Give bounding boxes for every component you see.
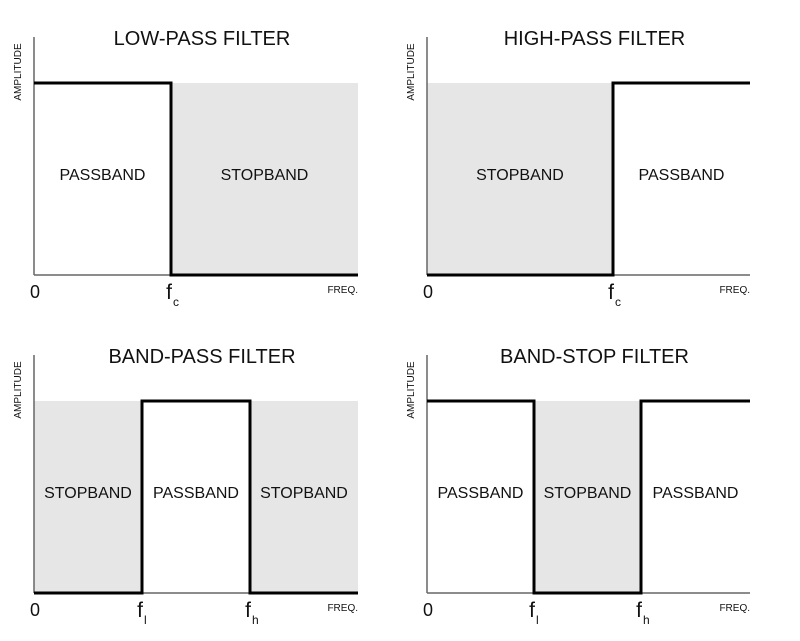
filter-panel: HIGH-PASS FILTER STOPBAND PASSBAND AMPLITUD…: [406, 28, 750, 309]
frequency-subscript: l: [144, 613, 147, 627]
passband-label: PASSBAND: [639, 167, 725, 184]
stopband-label: STOPBAND: [221, 167, 309, 184]
stopband-region: [171, 83, 358, 275]
frequency-symbol: f: [608, 281, 614, 304]
stopband-label: STOPBAND: [476, 167, 564, 184]
frequency-symbol: f: [245, 599, 251, 622]
origin-label: 0: [423, 600, 433, 620]
response-curve: [34, 399, 358, 595]
filter-panel: BAND-PASS FILTER STOPBAND PASSBAND STOPBAND…: [13, 346, 358, 627]
stopband-region: [427, 83, 613, 275]
x-axis-label: FREQ.: [327, 603, 358, 614]
frequency-symbol: f: [166, 281, 172, 304]
passband-label: PASSBAND: [60, 167, 146, 184]
y-axis-label: AMPLITUDE: [406, 361, 417, 419]
stopband-region: [534, 401, 641, 593]
frequency-subscript: c: [615, 295, 621, 309]
panel-title: BAND-PASS FILTER: [108, 346, 295, 368]
filter-panel: LOW-PASS FILTER PASSBAND STOPBAND AMPLITUDE…: [13, 28, 358, 309]
y-axis-label: AMPLITUDE: [406, 43, 417, 101]
panel-title: HIGH-PASS FILTER: [504, 28, 686, 50]
frequency-symbol: f: [137, 599, 143, 622]
x-axis-label: FREQ.: [327, 285, 358, 296]
stopband-label: STOPBAND: [260, 485, 348, 502]
response-curve: [427, 399, 750, 595]
y-axis-label: AMPLITUDE: [13, 43, 24, 101]
frequency-subscript: c: [173, 295, 179, 309]
response-curve: [34, 81, 358, 277]
y-axis-label: AMPLITUDE: [13, 361, 24, 419]
stopband-region: [250, 401, 358, 593]
passband-label: PASSBAND: [153, 485, 239, 502]
panel-title: BAND-STOP FILTER: [500, 346, 689, 368]
x-axis-label: FREQ.: [719, 603, 750, 614]
origin-label: 0: [30, 600, 40, 620]
stopband-region: [34, 401, 142, 593]
origin-label: 0: [423, 282, 433, 302]
frequency-subscript: h: [643, 613, 650, 627]
frequency-subscript: l: [536, 613, 539, 627]
origin-label: 0: [30, 282, 40, 302]
frequency-symbol: f: [529, 599, 535, 622]
panel-title: LOW-PASS FILTER: [114, 28, 291, 50]
filter-panel: BAND-STOP FILTER PASSBAND STOPBAND PASSBAND…: [406, 346, 750, 627]
passband-label: PASSBAND: [438, 485, 524, 502]
frequency-subscript: h: [252, 613, 259, 627]
x-axis-label: FREQ.: [719, 285, 750, 296]
stopband-label: STOPBAND: [544, 485, 632, 502]
response-curve: [427, 81, 750, 277]
passband-label: PASSBAND: [653, 485, 739, 502]
frequency-symbol: f: [636, 599, 642, 622]
stopband-label: STOPBAND: [44, 485, 132, 502]
